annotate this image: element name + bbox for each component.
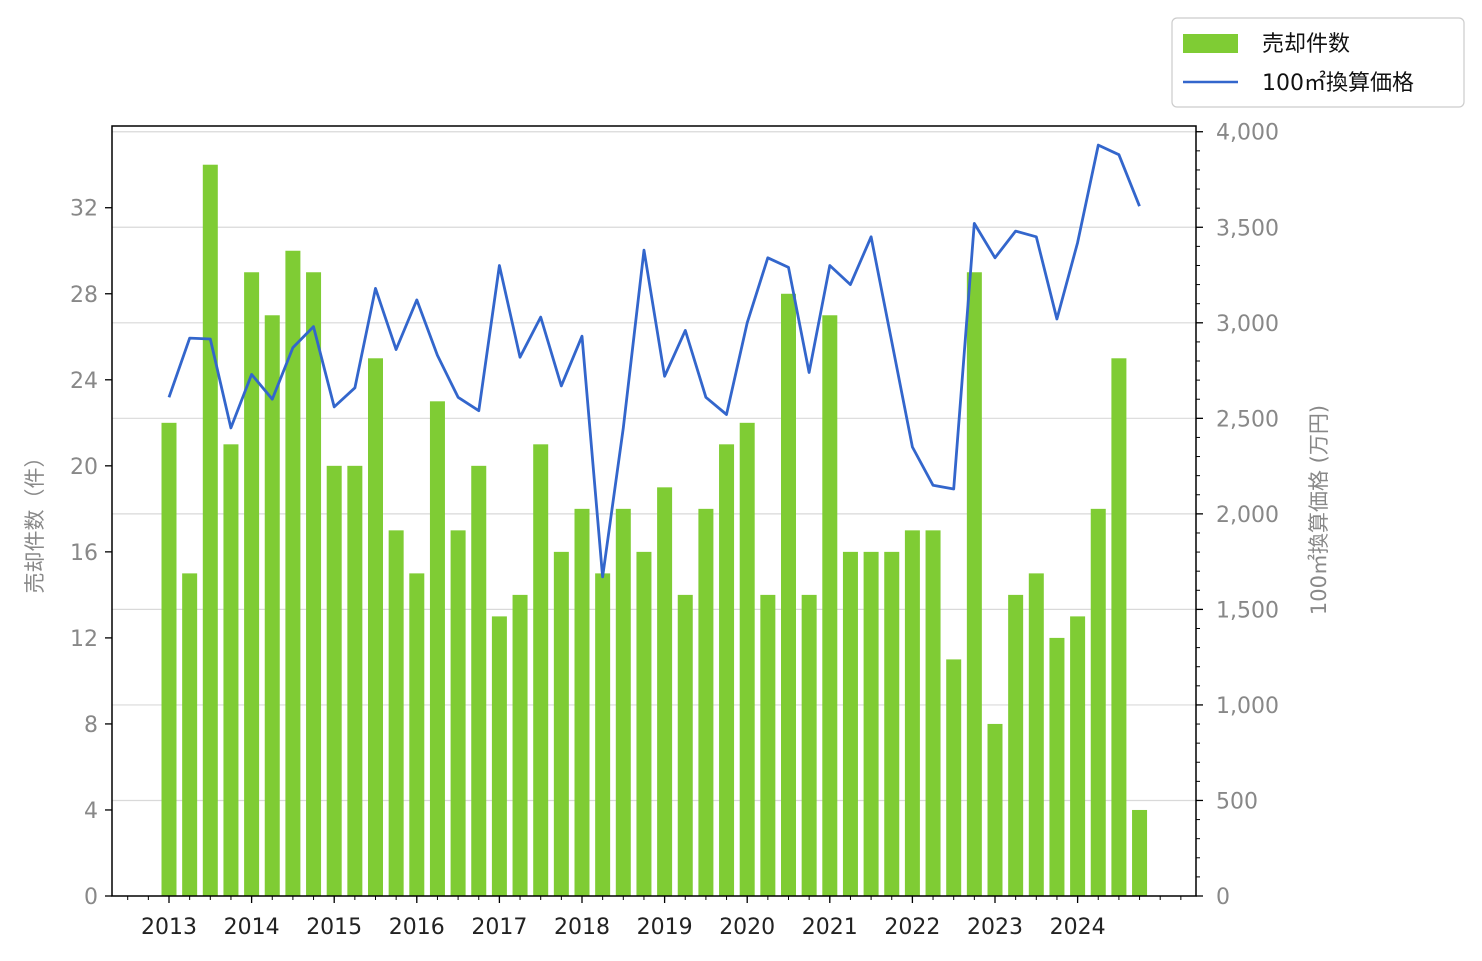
- x-tick-label: 2017: [471, 915, 527, 940]
- bar: [615, 508, 631, 896]
- bar: [966, 272, 982, 897]
- plot-frame: [111, 125, 1197, 897]
- bar: [842, 551, 858, 896]
- bar: [657, 487, 673, 896]
- x-axis: 2013 2014 2015 2016 2017 2018 2019 2020 2021 2022…: [127, 896, 1182, 940]
- left-tick-label: 4: [84, 799, 98, 824]
- x-tick-label: 2024: [1050, 915, 1106, 940]
- bar: [264, 315, 280, 896]
- bar: [553, 551, 569, 896]
- bar: [884, 551, 900, 896]
- bar: [739, 422, 755, 896]
- bar: [925, 530, 941, 896]
- right-tick-label: 2,000: [1216, 503, 1279, 528]
- bar: [1090, 508, 1106, 896]
- bar: [471, 465, 487, 896]
- left-axis: 0 4 8 12 16 20 24 28 32: [70, 197, 112, 910]
- bar: [368, 358, 383, 896]
- bar: [574, 508, 590, 896]
- bar: [223, 444, 239, 896]
- x-tick-label: 2020: [719, 915, 775, 940]
- bar: [1111, 358, 1127, 896]
- x-tick-label: 2022: [884, 915, 940, 940]
- x-tick-label: 2021: [802, 915, 858, 940]
- bar-series: [161, 164, 1148, 897]
- bar: [512, 594, 528, 896]
- x-tick-label: 2023: [967, 915, 1023, 940]
- left-tick-label: 8: [84, 713, 98, 738]
- bar: [285, 250, 301, 896]
- line-series: [167, 143, 1141, 579]
- bar: [987, 723, 1003, 896]
- x-tick-label: 2014: [224, 915, 280, 940]
- right-axis: 0 500 1,000 1,500 2,000 2,500 3,000 3,500 4,000: [1196, 121, 1279, 910]
- bar: [801, 594, 817, 896]
- bar: [595, 573, 611, 896]
- legend-bar-swatch: [1183, 34, 1238, 53]
- bar: [698, 508, 714, 896]
- bar: [450, 530, 466, 896]
- bar: [202, 164, 218, 896]
- left-tick-label: 32: [70, 197, 98, 222]
- left-tick-label: 12: [70, 627, 98, 652]
- bar: [533, 444, 549, 896]
- left-axis-label: 売却件数（件）: [23, 447, 47, 594]
- bar: [1049, 637, 1065, 896]
- bar: [388, 530, 404, 896]
- bar: [1132, 809, 1148, 896]
- left-tick-label: 28: [70, 283, 98, 308]
- bar: [491, 616, 507, 896]
- bar: [244, 272, 260, 897]
- bar: [760, 594, 776, 896]
- bar: [863, 551, 879, 896]
- bar: [781, 293, 796, 896]
- right-tick-label: 4,000: [1216, 121, 1279, 146]
- bar: [904, 530, 920, 896]
- right-axis-label: 100㎡換算価格 (万円): [1307, 405, 1331, 615]
- right-tick-label: 500: [1216, 789, 1258, 814]
- x-tick-label: 2019: [637, 915, 693, 940]
- legend-bar-label: 売却件数: [1262, 32, 1350, 57]
- bar: [347, 465, 363, 896]
- legend: 売却件数 100㎡換算価格: [1171, 17, 1465, 108]
- left-tick-label: 20: [70, 455, 98, 480]
- bar: [1008, 594, 1024, 896]
- bar: [946, 659, 962, 896]
- bar: [306, 272, 322, 897]
- right-tick-label: 1,500: [1216, 598, 1279, 623]
- right-tick-label: 3,500: [1216, 216, 1279, 241]
- right-tick-label: 2,500: [1216, 407, 1279, 432]
- x-tick-label: 2013: [141, 915, 197, 940]
- bar: [822, 315, 838, 896]
- bar: [1070, 616, 1086, 896]
- left-tick-label: 16: [70, 541, 98, 566]
- bar: [677, 594, 693, 896]
- bar: [409, 573, 425, 896]
- bar: [326, 465, 342, 896]
- bar: [1028, 573, 1044, 896]
- bar: [636, 551, 652, 896]
- left-tick-label: 0: [84, 885, 98, 910]
- price-line: [167, 143, 1141, 579]
- right-tick-label: 0: [1216, 885, 1230, 910]
- x-tick-label: 2015: [306, 915, 362, 940]
- legend-line-label: 100㎡換算価格: [1262, 70, 1414, 96]
- bar: [429, 401, 445, 896]
- bar: [161, 422, 177, 896]
- x-tick-label: 2018: [554, 915, 610, 940]
- right-tick-label: 1,000: [1216, 694, 1279, 719]
- bar: [182, 573, 198, 896]
- x-tick-label: 2016: [389, 915, 445, 940]
- bar: [719, 444, 735, 896]
- left-tick-label: 24: [70, 369, 98, 394]
- right-tick-label: 3,000: [1216, 312, 1279, 337]
- legend-box: [1171, 17, 1465, 108]
